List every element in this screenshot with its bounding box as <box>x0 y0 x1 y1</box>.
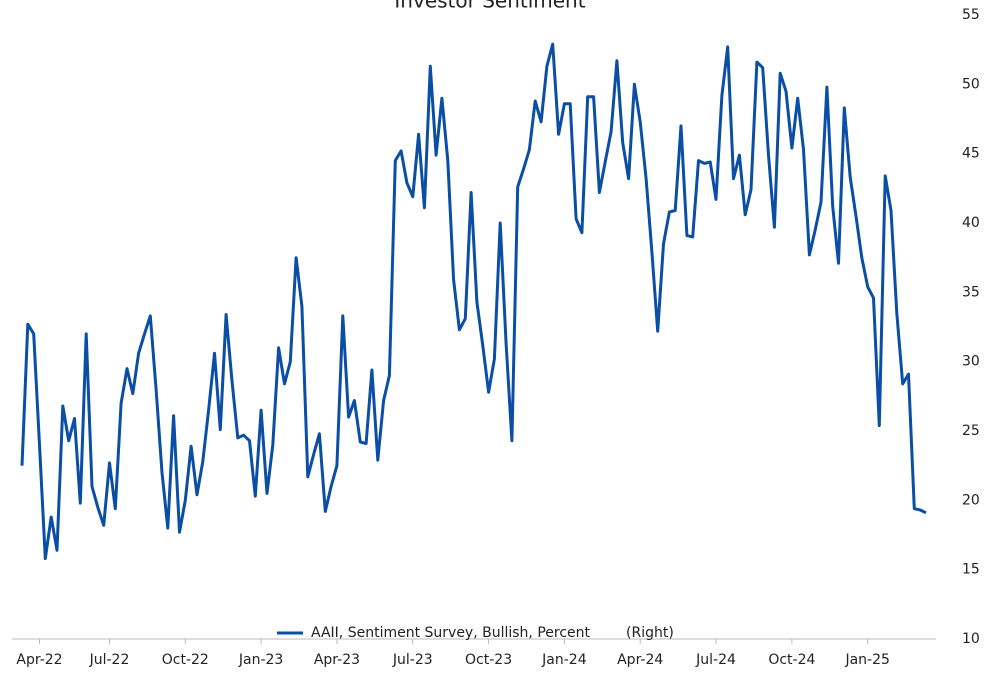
x-tick-label: Oct-23 <box>465 652 512 668</box>
y-tick-label: 15 <box>962 562 980 578</box>
x-tick-label: Apr-22 <box>16 652 62 668</box>
y-tick-label: 45 <box>962 146 980 162</box>
x-tick-label: Jan-23 <box>238 652 283 668</box>
y-tick-label: 30 <box>962 354 980 370</box>
y-tick-label: 25 <box>962 423 980 439</box>
legend-label: AAII, Sentiment Survey, Bullish, Percent <box>311 625 591 641</box>
y-tick-label: 35 <box>962 284 980 300</box>
legend-axis-note: (Right) <box>626 625 674 641</box>
x-tick-label: Jan-25 <box>844 652 889 668</box>
x-tick-label: Jul-24 <box>695 652 736 668</box>
x-tick-label: Jan-24 <box>541 652 587 668</box>
x-tick-label: Jul-23 <box>392 652 433 668</box>
y-tick-label: 55 <box>962 7 980 23</box>
x-tick-label: Apr-23 <box>314 652 360 668</box>
x-tick-label: Jul-22 <box>89 652 130 668</box>
x-tick-label: Oct-22 <box>162 652 209 668</box>
x-tick-label: Oct-24 <box>768 652 815 668</box>
y-tick-label: 20 <box>962 492 980 508</box>
chart-title: Investor Sentiment <box>394 0 585 13</box>
x-tick-label: Apr-24 <box>617 652 663 668</box>
y-tick-label: 10 <box>962 631 980 647</box>
y-tick-label: 50 <box>962 76 980 92</box>
data-line <box>20 42 927 561</box>
y-tick-label: 40 <box>962 215 980 231</box>
